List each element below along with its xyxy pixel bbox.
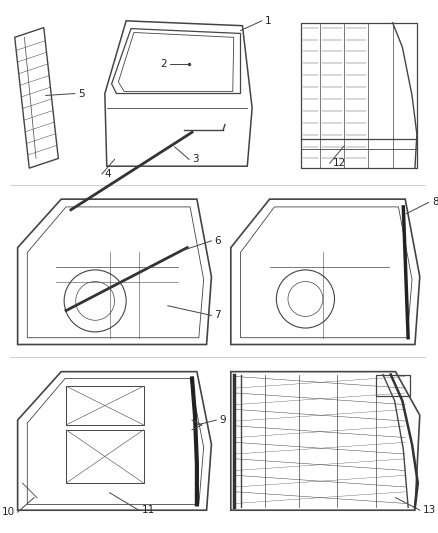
- Text: 7: 7: [214, 310, 221, 320]
- Text: 11: 11: [141, 505, 155, 515]
- Text: 10: 10: [2, 507, 15, 517]
- Text: 2: 2: [160, 60, 167, 69]
- Bar: [66, 386, 144, 425]
- Text: 8: 8: [432, 197, 438, 207]
- Text: 13: 13: [423, 505, 436, 515]
- Text: 12: 12: [332, 158, 346, 168]
- Text: 3: 3: [192, 155, 199, 164]
- Text: 6: 6: [214, 236, 221, 246]
- Text: 4: 4: [105, 169, 111, 179]
- Text: 5: 5: [78, 88, 85, 99]
- Text: 9: 9: [219, 415, 226, 425]
- Bar: [376, 375, 410, 396]
- Text: 1: 1: [265, 16, 272, 26]
- Bar: [66, 430, 144, 483]
